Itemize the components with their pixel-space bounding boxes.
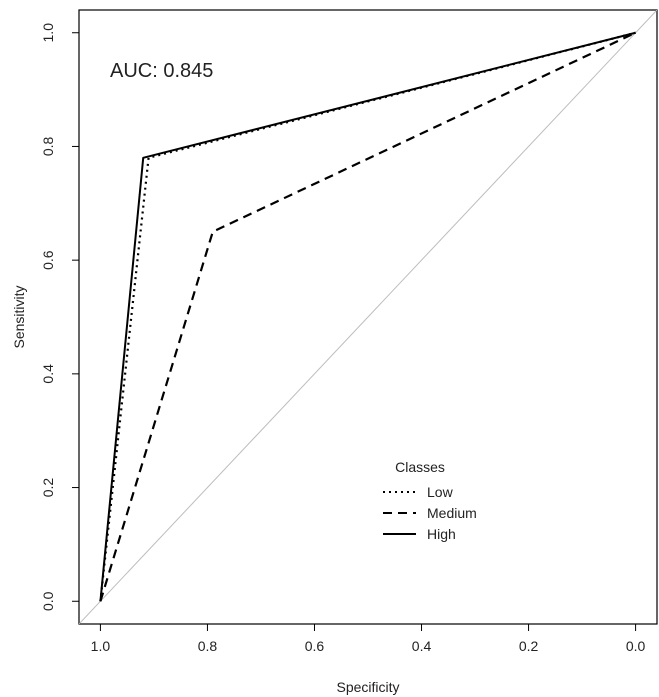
x-tick-label: 0.2 xyxy=(519,638,539,654)
plot-frame xyxy=(78,9,658,625)
x-tick-label: 0.0 xyxy=(626,638,646,654)
x-tick-label: 0.8 xyxy=(198,638,218,654)
x-axis-label: Specificity xyxy=(336,679,399,695)
y-tick-label: 0.4 xyxy=(40,364,56,384)
x-tick-label: 1.0 xyxy=(91,638,111,654)
series-line-high xyxy=(99,31,636,602)
reference-diagonal xyxy=(79,10,657,624)
x-tick-label: 0.6 xyxy=(305,638,325,654)
x-tick-label: 0.4 xyxy=(412,638,432,654)
y-axis-label: Sensitivity xyxy=(11,285,27,348)
y-tick-label: 1.0 xyxy=(40,23,56,43)
y-tick-label: 0.6 xyxy=(40,250,56,270)
legend: Classes Low Medium High xyxy=(383,459,477,542)
legend-label-high: High xyxy=(427,526,456,542)
y-tick-label: 0.8 xyxy=(40,137,56,157)
legend-label-low: Low xyxy=(427,484,454,500)
y-tick-label: 0.2 xyxy=(40,478,56,498)
series-line-medium xyxy=(99,31,637,602)
legend-title: Classes xyxy=(395,459,445,475)
auc-annotation: AUC: 0.845 xyxy=(110,60,213,82)
legend-label-medium: Medium xyxy=(427,505,477,521)
y-tick-label: 0.0 xyxy=(40,591,56,611)
